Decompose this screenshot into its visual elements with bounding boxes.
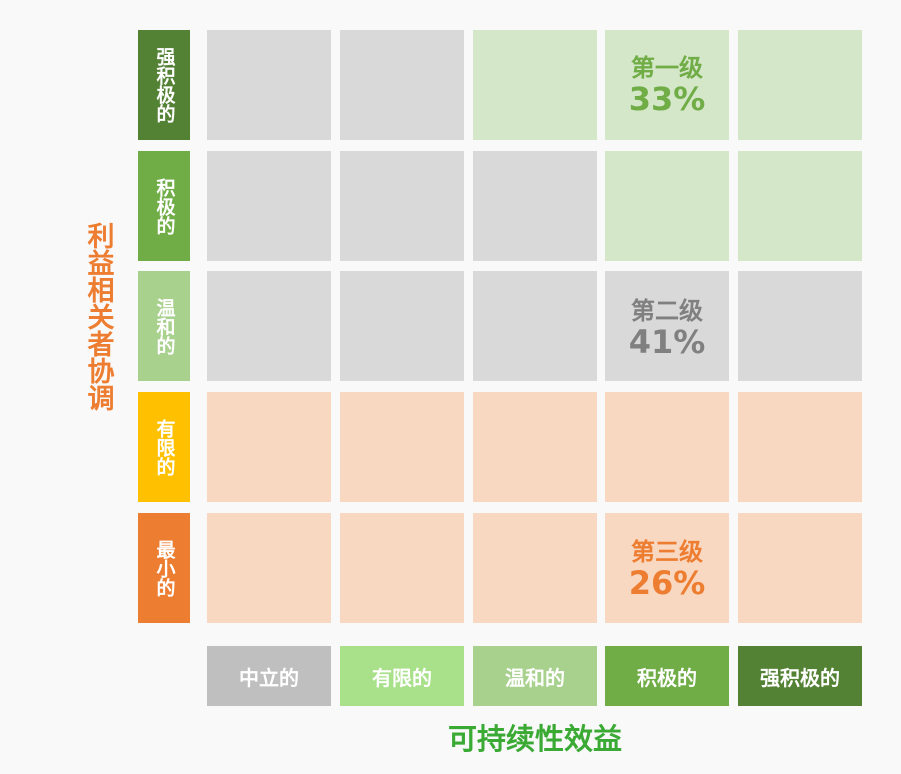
matrix-cell xyxy=(738,392,862,502)
matrix-cell xyxy=(605,513,729,623)
column-label: 有限的 xyxy=(340,646,464,706)
tier-3-label: 第三级 26% xyxy=(605,538,729,600)
matrix-cell xyxy=(207,30,331,140)
matrix-cell xyxy=(207,271,331,381)
column-label: 强积极的 xyxy=(738,646,862,706)
matrix-cell xyxy=(340,392,464,502)
matrix-cell xyxy=(340,30,464,140)
row-label: 温和的 xyxy=(138,271,190,381)
matrix-cell xyxy=(473,271,597,381)
matrix-cell xyxy=(207,151,331,261)
matrix-cell xyxy=(473,513,597,623)
matrix-cell xyxy=(340,513,464,623)
tier-1-level: 第一级 xyxy=(631,54,703,82)
matrix-cell xyxy=(738,151,862,261)
tier-2-label: 第二级 41% xyxy=(605,297,729,359)
row-label: 积极的 xyxy=(138,151,190,261)
matrix-cell xyxy=(473,392,597,502)
matrix-cell xyxy=(738,30,862,140)
tier-2-level: 第二级 xyxy=(631,297,703,325)
row-label: 强积极的 xyxy=(138,30,190,140)
tier-1-label: 第一级 33% xyxy=(605,54,729,116)
matrix-cell xyxy=(473,30,597,140)
tier-2-percent: 41% xyxy=(628,323,706,361)
matrix-cell xyxy=(340,271,464,381)
matrix-cell xyxy=(207,392,331,502)
column-label: 中立的 xyxy=(207,646,331,706)
row-label: 有限的 xyxy=(138,392,190,502)
matrix-cell xyxy=(605,392,729,502)
tier-3-percent: 26% xyxy=(628,564,706,602)
x-axis-title: 可持续性效益 xyxy=(447,722,622,756)
column-label: 积极的 xyxy=(605,646,729,706)
matrix-cell xyxy=(605,271,729,381)
matrix-cell xyxy=(605,151,729,261)
row-label: 最小的 xyxy=(138,513,190,623)
column-label: 温和的 xyxy=(473,646,597,706)
tier-3-level: 第三级 xyxy=(631,538,703,566)
matrix-cell xyxy=(738,271,862,381)
matrix-cell xyxy=(473,151,597,261)
matrix-cell xyxy=(340,151,464,261)
matrix-cell xyxy=(605,30,729,140)
matrix-cell xyxy=(207,513,331,623)
matrix-cell xyxy=(738,513,862,623)
y-axis-title: 利益相关者协调 xyxy=(82,222,114,411)
tier-1-percent: 33% xyxy=(628,80,706,118)
